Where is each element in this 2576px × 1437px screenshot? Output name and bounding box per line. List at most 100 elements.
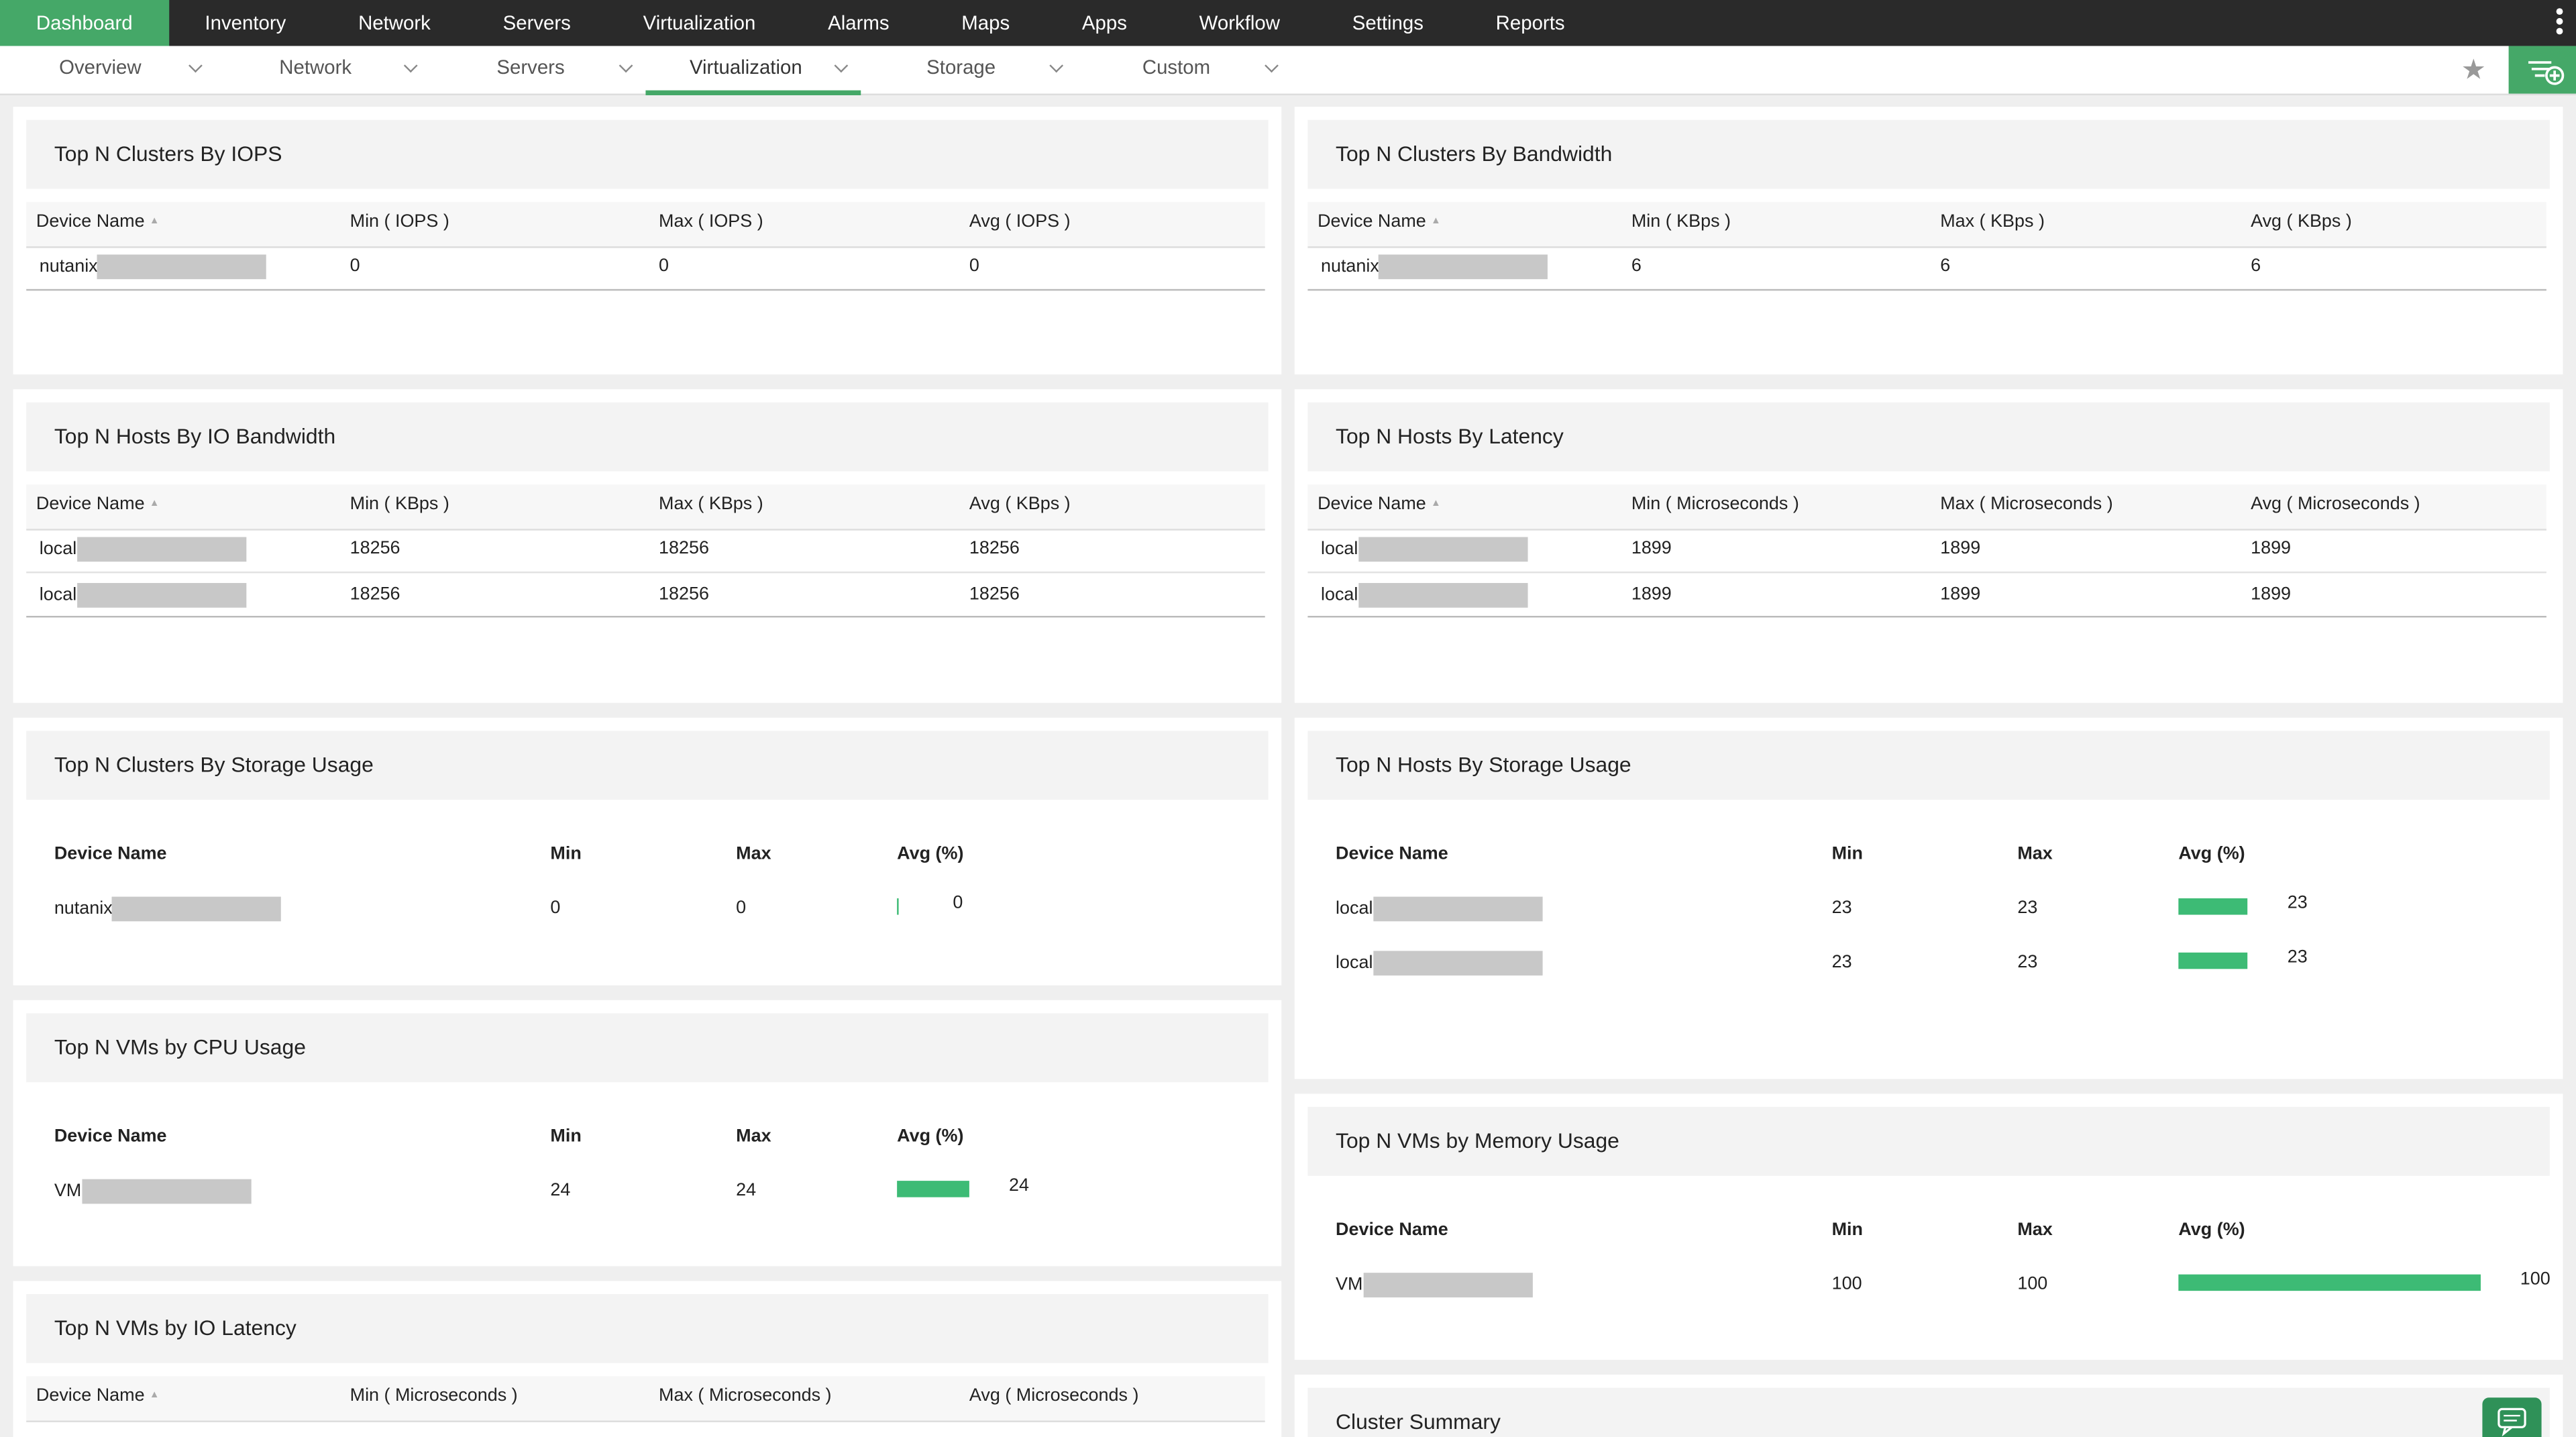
subnav-label: Network: [279, 56, 352, 79]
column-header: Max ( KBps ): [659, 494, 763, 515]
subnav-item[interactable]: Storage: [861, 46, 1076, 91]
avg-value: 23: [2287, 947, 2308, 967]
column-header: Avg ( Microseconds ): [2251, 494, 2420, 515]
column-header: Device Name: [1336, 1220, 1448, 1240]
redacted: [112, 896, 282, 922]
column-header: Avg (%): [897, 1126, 964, 1147]
column-header: Avg ( KBps ): [969, 494, 1071, 515]
nav-item[interactable]: Apps: [1081, 11, 1127, 35]
widget-header: Top N Clusters By Bandwidth: [1307, 119, 2550, 189]
widget-title: Top N Hosts By IO Bandwidth: [54, 423, 336, 449]
sort-icon: ▲: [1431, 217, 1441, 227]
table-header-band: [1307, 484, 2546, 531]
widget-title: Top N Clusters By IOPS: [54, 141, 282, 166]
widget-title: Top N Hosts By Latency: [1336, 423, 1564, 449]
widget-title: Top N Clusters By Storage Usage: [54, 752, 374, 777]
redacted: [1373, 951, 1542, 976]
column-header: Min: [550, 1126, 582, 1147]
widget-header: Top N Clusters By IOPS: [26, 119, 1269, 189]
column-header: Min ( KBps ): [1631, 211, 1731, 232]
device-name: nutanix: [54, 896, 282, 922]
column-header: Avg ( IOPS ): [969, 211, 1071, 232]
column-header[interactable]: Device Name ▲: [1318, 211, 1441, 232]
device-name: local: [40, 537, 246, 562]
column-header: Min ( Microseconds ): [350, 1386, 518, 1406]
redacted: [1373, 896, 1542, 922]
device-name: local: [1336, 896, 1542, 922]
cell-value: 100: [1831, 1274, 1862, 1295]
subnav-item[interactable]: Network: [215, 46, 431, 91]
column-header: Min ( IOPS ): [350, 211, 449, 232]
redacted: [76, 537, 246, 562]
nav-item[interactable]: Maps: [961, 11, 1010, 35]
device-name: local: [40, 582, 246, 607]
redacted: [76, 582, 246, 607]
column-header: Min ( Microseconds ): [1631, 494, 1799, 515]
cell-value: 23: [2017, 898, 2038, 918]
column-header: Max ( Microseconds ): [1940, 494, 2113, 515]
cell-value: 0: [659, 256, 669, 276]
widget-title: Top N Clusters By Bandwidth: [1336, 141, 1613, 166]
nav-item[interactable]: Network: [358, 11, 431, 35]
subnav-label: Overview: [59, 56, 142, 79]
widget-title: Top N VMs by CPU Usage: [54, 1034, 306, 1059]
subnav-label: Custom: [1142, 56, 1211, 79]
subnav-item[interactable]: Overview: [0, 46, 215, 91]
widget-title: Cluster Summary: [1336, 1409, 1501, 1434]
column-header[interactable]: Device Name ▲: [36, 1386, 160, 1406]
subnav-label: Servers: [496, 56, 565, 79]
device-name-text: VM: [54, 1181, 82, 1202]
row-divider: [1307, 288, 2546, 290]
cell-value: 100: [2017, 1274, 2048, 1295]
column-header[interactable]: Device Name ▲: [1318, 494, 1441, 515]
nav-item[interactable]: Inventory: [205, 11, 286, 35]
more-menu[interactable]: [2556, 8, 2563, 38]
nav-item[interactable]: Settings: [1352, 11, 1424, 35]
column-header[interactable]: Device Name ▲: [36, 211, 160, 232]
widget-title: Top N VMs by Memory Usage: [1336, 1128, 1619, 1153]
table-header-band: [26, 1376, 1265, 1422]
chat-button[interactable]: [2482, 1397, 2542, 1437]
row-divider: [26, 571, 1265, 573]
cell-value: 0: [550, 898, 561, 918]
subnav-item[interactable]: Custom: [1076, 46, 1291, 91]
widget-header: Cluster Summary: [1307, 1387, 2550, 1437]
nav-item[interactable]: Alarms: [828, 11, 890, 35]
cell-value: 23: [1831, 898, 1852, 918]
avg-value: 24: [1009, 1175, 1030, 1196]
nav-item[interactable]: Workflow: [1199, 11, 1280, 35]
cell-value: 1899: [2251, 538, 2292, 559]
column-header: Min: [550, 844, 582, 864]
redacted: [97, 254, 267, 280]
nav-item[interactable]: Virtualization: [643, 11, 756, 35]
device-name-text: local: [1336, 899, 1373, 919]
column-header: Max: [2017, 1220, 2053, 1240]
nav-item[interactable]: Servers: [502, 11, 571, 35]
avg-value: 100: [2520, 1269, 2551, 1289]
column-header: Avg ( KBps ): [2251, 211, 2352, 232]
add-icon: [2528, 61, 2565, 85]
favorite-star[interactable]: ★: [2461, 54, 2486, 86]
cell-value: 6: [1940, 256, 1951, 276]
nav-item[interactable]: Reports: [1495, 11, 1565, 35]
redacted: [1379, 254, 1549, 280]
subnav-item[interactable]: Servers: [431, 46, 646, 91]
subnav-item[interactable]: Virtualization: [645, 46, 861, 95]
widget-header: Top N VMs by IO Latency: [26, 1294, 1269, 1363]
cell-value: 0: [350, 256, 360, 276]
redacted: [81, 1179, 251, 1204]
column-header[interactable]: Device Name ▲: [36, 494, 160, 515]
nav-item[interactable]: Dashboard: [0, 0, 169, 46]
widget: Cluster Summary: [1294, 1374, 2563, 1437]
device-name-text: local: [39, 539, 77, 560]
cell-value: 1899: [1631, 584, 1672, 604]
cell-value: 18256: [969, 584, 1020, 604]
device-name: nutanix: [40, 254, 267, 280]
add-widget-button[interactable]: [2508, 46, 2576, 94]
device-name: nutanix: [1321, 254, 1549, 280]
sub-nav: ★ Overview Network Servers Virtualization St…: [0, 46, 2576, 95]
widget: Top N VMs by Memory Usage Device Name Min M…: [1294, 1094, 2563, 1360]
avg-bar: [897, 1181, 970, 1198]
device-name-text: nutanix: [54, 899, 113, 919]
